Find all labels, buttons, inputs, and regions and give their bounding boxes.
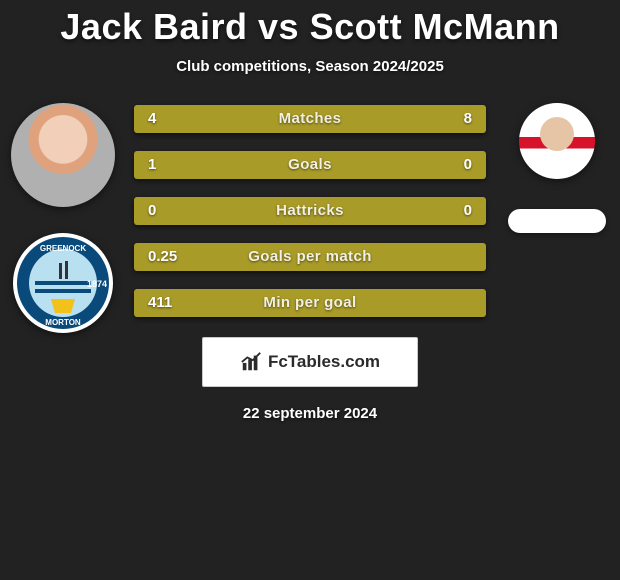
stat-row-matches: 4 Matches 8	[134, 105, 486, 133]
stats-list: 4 Matches 8 1 Goals 0 0 Hattricks 0 0.25…	[134, 103, 486, 317]
page-title: Jack Baird vs Scott McMann	[0, 6, 620, 48]
stat-row-min-per-goal: 411 Min per goal	[134, 289, 486, 317]
right-player-column	[502, 103, 612, 233]
stat-row-hattricks: 0 Hattricks 0	[134, 197, 486, 225]
stat-row-goals: 1 Goals 0	[134, 151, 486, 179]
stat-right-value: 8	[464, 105, 472, 133]
stat-right-value: 0	[464, 151, 472, 179]
comparison-panel: GREENOCK MORTON 1874 4 Matches 8 1 Goals…	[0, 103, 620, 422]
date-label: 22 september 2024	[0, 405, 620, 422]
left-player-column: GREENOCK MORTON 1874	[8, 103, 118, 333]
stat-label: Goals	[134, 151, 486, 179]
source-logo-text: FcTables.com	[268, 352, 380, 372]
left-player-avatar	[11, 103, 115, 207]
left-club-badge: GREENOCK MORTON 1874	[13, 233, 113, 333]
stat-label: Matches	[134, 105, 486, 133]
subtitle: Club competitions, Season 2024/2025	[0, 58, 620, 75]
stat-label: Min per goal	[134, 289, 486, 317]
bar-chart-icon	[240, 351, 262, 373]
stat-label: Hattricks	[134, 197, 486, 225]
stat-right-value: 0	[464, 197, 472, 225]
badge-year: 1874	[87, 279, 107, 289]
source-logo: FcTables.com	[202, 337, 418, 387]
club-badge-icon: GREENOCK MORTON 1874	[13, 233, 113, 333]
badge-text-bottom: MORTON	[45, 318, 81, 327]
stat-row-goals-per-match: 0.25 Goals per match	[134, 243, 486, 271]
stat-label: Goals per match	[134, 243, 486, 271]
right-club-badge	[508, 209, 606, 233]
right-player-avatar	[519, 103, 595, 179]
badge-text-top: GREENOCK	[40, 244, 86, 253]
